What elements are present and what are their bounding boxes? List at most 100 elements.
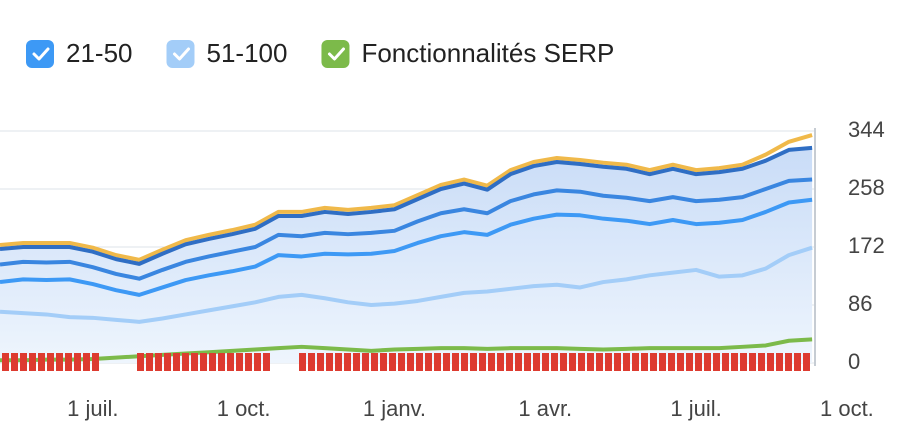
event-flag [245,353,252,371]
series-line [0,245,813,324]
legend-checkbox[interactable] [26,40,54,68]
event-flag [560,353,567,371]
event-flag [20,353,27,371]
event-flag [425,353,432,371]
event-flag [407,353,414,371]
event-flag [227,353,234,371]
event-flag [722,353,729,371]
event-flag [254,353,261,371]
event-flag [362,353,369,371]
event-flag [605,353,612,371]
x-tick-label: 1 oct. [820,396,874,421]
event-flag [506,353,513,371]
event-flag [758,353,765,371]
event-flag [488,353,495,371]
event-flag [668,353,675,371]
event-flag [569,353,576,371]
legend: 21-50 51-100 Fonctionnalités SERP [26,38,614,68]
y-tick-label: 172 [848,233,885,258]
legend-label[interactable]: 51-100 [207,38,288,68]
event-flag [533,353,540,371]
legend-checkbox[interactable] [321,40,350,68]
event-flag [65,353,72,371]
event-flag [218,353,225,371]
event-flag [677,353,684,371]
event-flag [578,353,585,371]
event-flag [740,353,747,371]
event-flag [182,353,189,371]
event-flag [236,353,243,371]
event-flag [641,353,648,371]
event-flag [326,353,333,371]
event-flag [56,353,63,371]
event-flag [614,353,621,371]
legend-check [327,47,345,61]
event-flag [767,353,774,371]
y-tick-label: 258 [848,175,885,200]
legend-label[interactable]: Fonctionnalités SERP [361,38,614,68]
series-line [0,177,813,281]
event-flag [785,353,792,371]
event-flag [371,353,378,371]
x-tick-label: 1 juil. [67,396,118,421]
event-flag [470,353,477,371]
event-flag [452,353,459,371]
area-fill [0,147,813,363]
event-flag [317,353,324,371]
event-flag [209,353,216,371]
event-flag [74,353,81,371]
series-line [0,197,813,297]
event-flag [398,353,405,371]
event-flag [434,353,441,371]
event-flag [38,353,45,371]
legend-label[interactable]: 21-50 [66,38,133,68]
event-flag [794,353,801,371]
event-flag [551,353,558,371]
event-flag [47,353,54,371]
event-flag [191,353,198,371]
y-tick-label: 0 [848,349,860,374]
event-flag [686,353,693,371]
event-flag [776,353,783,371]
legend-checkbox[interactable] [166,40,195,68]
event-flag [803,353,810,371]
x-tick-label: 1 avr. [518,396,572,421]
event-flag [623,353,630,371]
x-tick-label: 1 janv. [363,396,426,421]
x-tick-label: 1 oct. [217,396,271,421]
event-flag [380,353,387,371]
event-flag [524,353,531,371]
event-flag [659,353,666,371]
axes: 0 86 172 258 344 1 juil. 1 oct. 1 janv. 1 avr. 1 … [67,117,885,421]
event-flag [308,353,315,371]
event-flag [164,353,171,371]
series-line [0,133,813,262]
event-flag [83,353,90,371]
y-tick-label: 86 [848,291,872,316]
event-flag [263,353,270,371]
y-tick-label: 344 [848,117,885,142]
event-flag [461,353,468,371]
event-flag [443,353,450,371]
event-flag [173,353,180,371]
legend-check [173,47,190,61]
event-flag [146,353,153,371]
event-flag [704,353,711,371]
series-line [0,337,813,363]
event-flag [596,353,603,371]
event-flag [335,353,342,371]
event-flag [731,353,738,371]
event-flag [749,353,756,371]
x-tick-label: 1 juil. [670,396,721,421]
event-flag [299,353,306,371]
event-flag [92,353,99,371]
event-flag [515,353,522,371]
event-flag [416,353,423,371]
event-flag [137,353,144,371]
event-flag [632,353,639,371]
event-flag [353,353,360,371]
event-flag [389,353,396,371]
event-flag [200,353,207,371]
event-flag [695,353,702,371]
plot [0,133,813,363]
